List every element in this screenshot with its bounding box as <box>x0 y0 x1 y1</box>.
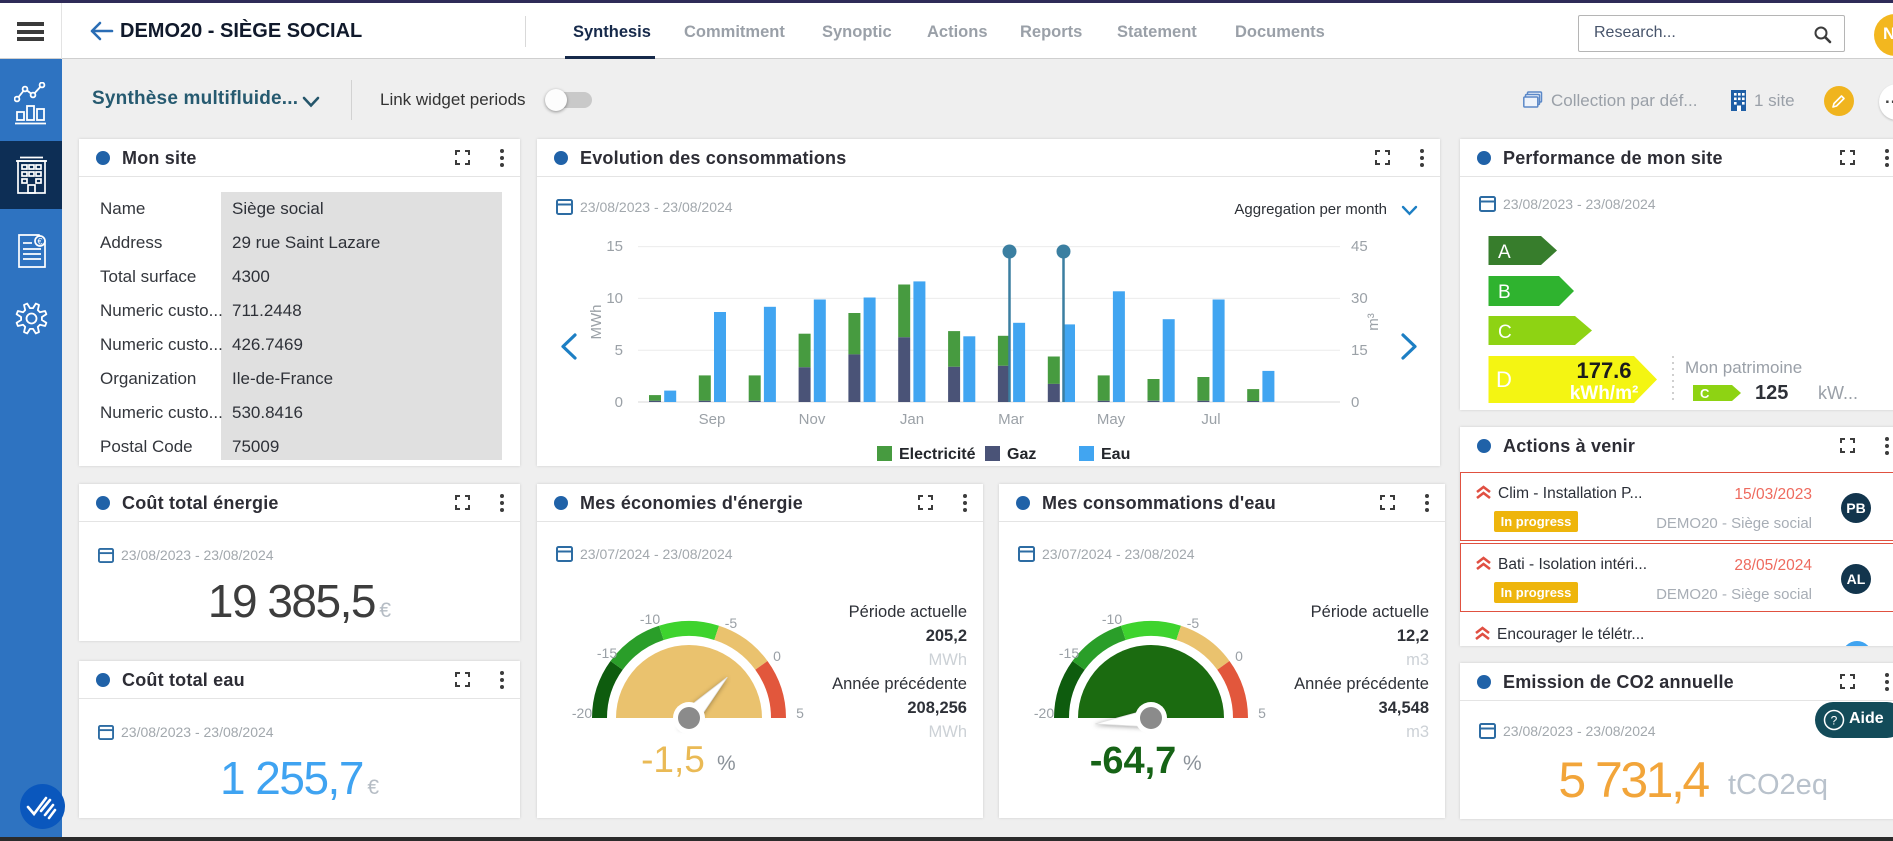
svg-text:0: 0 <box>773 648 781 664</box>
svg-text:208,256: 208,256 <box>907 699 967 717</box>
svg-text:Gaz: Gaz <box>1007 446 1036 463</box>
svg-text:Electricité: Electricité <box>899 446 976 463</box>
svg-text:?: ? <box>1831 714 1838 728</box>
svg-text:-1,5: -1,5 <box>641 739 705 780</box>
svg-text:Jan: Jan <box>900 411 924 428</box>
svg-text:Année précédente: Année précédente <box>832 675 967 693</box>
svg-text:15: 15 <box>606 238 623 255</box>
svg-text:m3: m3 <box>1406 651 1429 669</box>
svg-text:D: D <box>1496 367 1512 392</box>
svg-text:5: 5 <box>1258 705 1266 721</box>
svg-text:C: C <box>1498 322 1512 343</box>
svg-text:%: % <box>1183 752 1202 775</box>
svg-text:Période actuelle: Période actuelle <box>849 603 967 621</box>
svg-text:125: 125 <box>1755 382 1788 404</box>
svg-text:Eau: Eau <box>1101 446 1130 463</box>
svg-text:A: A <box>1498 242 1511 263</box>
svg-text:Période actuelle: Période actuelle <box>1311 603 1429 621</box>
svg-text:Nov: Nov <box>799 411 826 428</box>
svg-text:Mon patrimoine: Mon patrimoine <box>1685 358 1802 377</box>
svg-text:Sep: Sep <box>699 411 726 428</box>
svg-text:-64,7: -64,7 <box>1090 740 1177 782</box>
svg-text:kW...: kW... <box>1818 383 1858 403</box>
svg-text:-10: -10 <box>640 611 660 627</box>
svg-text:-5: -5 <box>725 615 738 631</box>
svg-text:May: May <box>1097 411 1126 428</box>
svg-text:15: 15 <box>1351 342 1368 359</box>
svg-text:kWh/m²: kWh/m² <box>1570 383 1639 404</box>
svg-text:-10: -10 <box>1102 611 1122 627</box>
svg-text:12,2: 12,2 <box>1397 627 1429 645</box>
svg-text:-20: -20 <box>1034 705 1054 721</box>
svg-text:-20: -20 <box>572 705 592 721</box>
svg-text:C: C <box>1700 386 1710 401</box>
svg-text:5: 5 <box>796 705 804 721</box>
svg-text:0: 0 <box>1235 648 1243 664</box>
svg-text:30: 30 <box>1351 290 1368 307</box>
svg-text:-5: -5 <box>1187 615 1200 631</box>
svg-text:MWh: MWh <box>929 651 968 669</box>
svg-text:MWh: MWh <box>588 305 605 340</box>
svg-text:MWh: MWh <box>929 723 968 741</box>
svg-text:Jul: Jul <box>1201 411 1220 428</box>
svg-text:-15: -15 <box>1059 645 1079 661</box>
svg-text:45: 45 <box>1351 238 1368 255</box>
svg-text:0: 0 <box>615 394 623 411</box>
svg-text:m3: m3 <box>1406 723 1429 741</box>
svg-text:m³: m³ <box>1365 313 1382 331</box>
svg-text:34,548: 34,548 <box>1379 699 1429 717</box>
svg-text:205,2: 205,2 <box>926 627 967 645</box>
svg-text:Mar: Mar <box>998 411 1024 428</box>
svg-text:5: 5 <box>615 342 623 359</box>
svg-text:%: % <box>717 752 736 775</box>
svg-text:10: 10 <box>606 290 623 307</box>
svg-text:Année précédente: Année précédente <box>1294 675 1429 693</box>
svg-text:€: € <box>38 237 43 247</box>
svg-text:177.6: 177.6 <box>1576 358 1631 383</box>
svg-text:-15: -15 <box>597 645 617 661</box>
svg-text:0: 0 <box>1351 394 1359 411</box>
svg-text:B: B <box>1498 282 1511 303</box>
